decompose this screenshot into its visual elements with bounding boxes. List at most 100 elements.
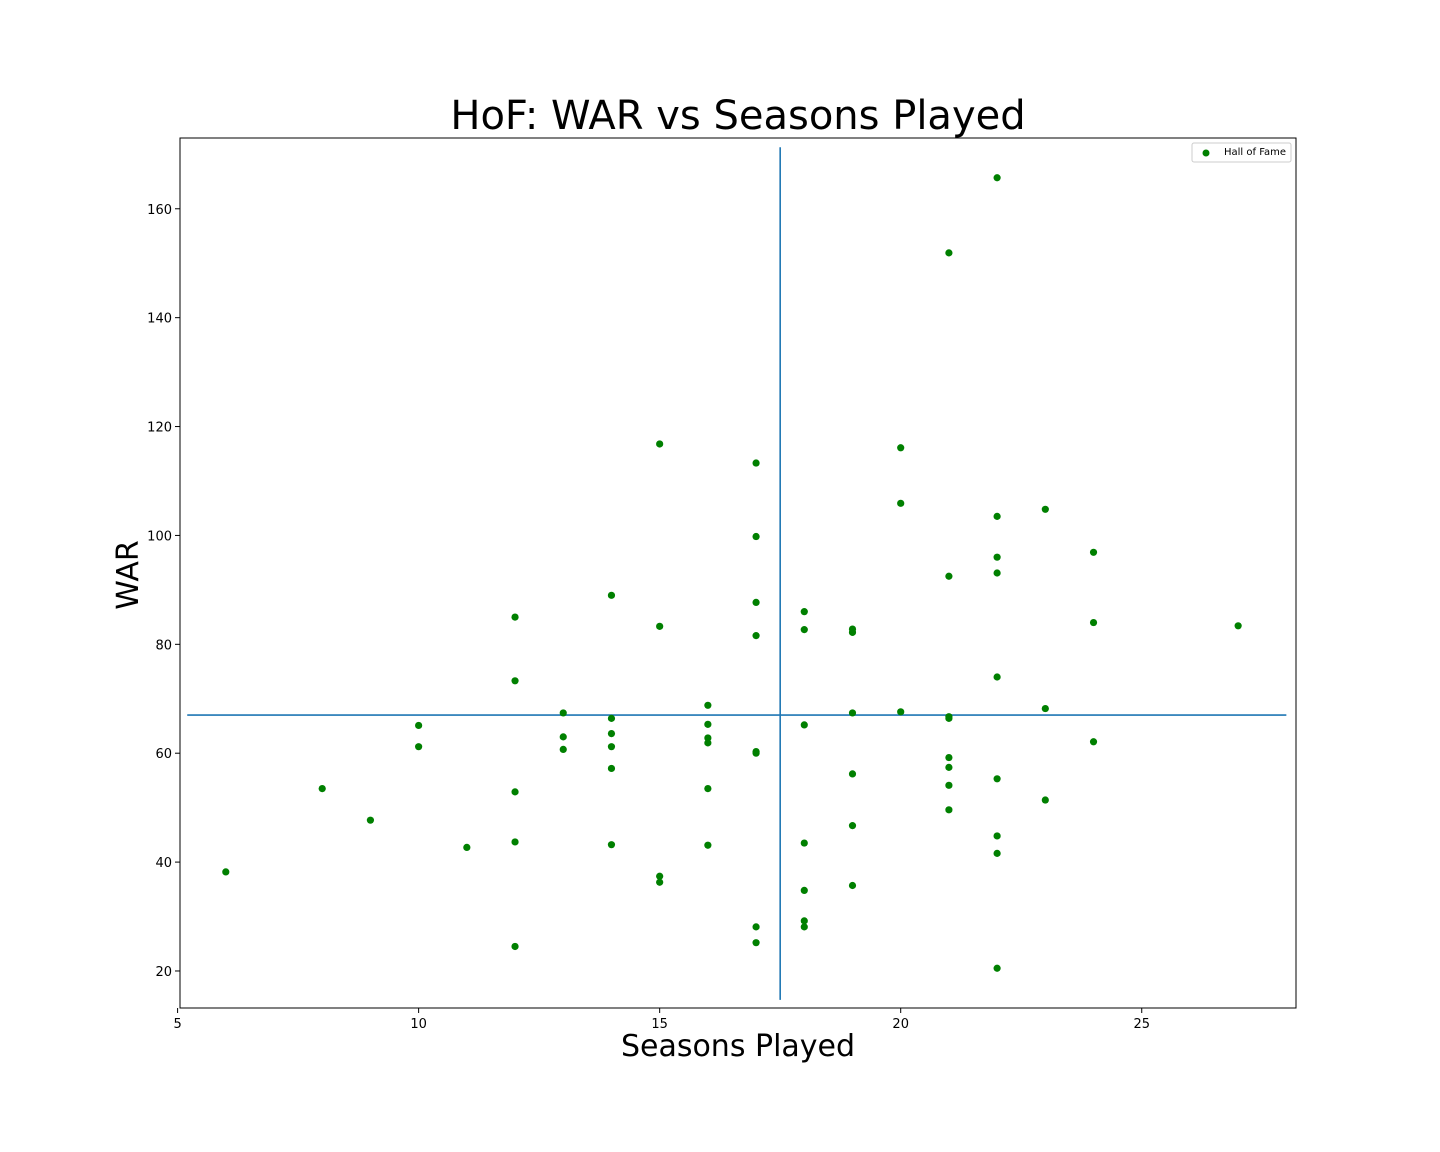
- data-point: [993, 174, 1001, 182]
- data-point: [752, 532, 760, 541]
- data-point: [752, 939, 760, 947]
- data-point: [511, 788, 519, 796]
- data-point: [752, 749, 760, 757]
- data-point: [848, 628, 857, 636]
- data-point: [656, 440, 664, 448]
- data-point: [607, 764, 616, 773]
- data-point: [752, 598, 760, 606]
- y-tick-label: 100: [147, 529, 172, 544]
- data-point: [607, 591, 616, 599]
- data-point: [800, 721, 808, 729]
- data-point: [848, 822, 857, 830]
- x-tick-label: 10: [410, 1017, 427, 1032]
- reference-lines: [187, 147, 1287, 1000]
- data-point: [222, 868, 230, 876]
- x-tick-label: 25: [1133, 1017, 1150, 1032]
- data-point: [993, 553, 1001, 561]
- data-point: [704, 701, 712, 709]
- data-point: [945, 753, 953, 762]
- data-point: [511, 613, 519, 621]
- y-tick-label: 160: [147, 203, 172, 218]
- data-point: [800, 886, 808, 895]
- data-point: [511, 838, 519, 846]
- x-axis-ticks: 5 10 15 20 25: [173, 1008, 1150, 1032]
- data-point: [1041, 796, 1049, 804]
- data-point: [752, 632, 760, 640]
- data-point: [993, 673, 1001, 681]
- data-point: [607, 841, 616, 849]
- data-point: [607, 743, 616, 751]
- data-point: [607, 714, 616, 722]
- data-point: [945, 806, 953, 814]
- y-tick-label: 40: [155, 856, 172, 871]
- data-point: [993, 569, 1001, 577]
- data-point: [897, 444, 905, 452]
- data-point: [415, 721, 423, 730]
- data-point: [656, 878, 664, 886]
- data-point: [656, 872, 664, 880]
- x-axis-title: Seasons Played: [621, 1029, 855, 1064]
- legend-label: Hall of Fame: [1224, 147, 1286, 158]
- data-point: [1041, 505, 1049, 513]
- data-point: [993, 512, 1001, 520]
- data-point: [1041, 704, 1049, 713]
- data-point: [463, 843, 471, 851]
- legend-marker: [1202, 149, 1210, 157]
- data-point: [1089, 548, 1098, 556]
- data-point: [511, 677, 519, 685]
- data-point: [704, 720, 712, 728]
- data-point: [607, 730, 616, 738]
- data-point: [559, 745, 567, 753]
- data-points: [222, 174, 1242, 972]
- data-point: [800, 626, 808, 634]
- data-point: [1234, 622, 1242, 630]
- data-point: [559, 733, 567, 741]
- legend: Hall of Fame: [1191, 142, 1292, 163]
- data-point: [848, 709, 857, 717]
- legend-box: [1191, 142, 1292, 163]
- y-tick-label: 60: [155, 747, 172, 762]
- data-point: [945, 763, 953, 771]
- data-point: [993, 849, 1001, 857]
- data-point: [800, 923, 808, 931]
- data-point: [848, 770, 857, 778]
- data-point: [945, 781, 953, 789]
- data-point: [752, 459, 760, 467]
- data-point: [704, 739, 712, 747]
- y-tick-label: 140: [147, 312, 172, 327]
- y-tick-label: 120: [147, 421, 172, 436]
- x-tick-label: 20: [892, 1017, 909, 1032]
- x-tick-label: 5: [173, 1017, 181, 1032]
- data-point: [945, 572, 953, 580]
- data-point: [945, 249, 953, 257]
- data-point: [415, 743, 423, 751]
- data-point: [559, 709, 567, 717]
- data-point: [897, 708, 905, 716]
- data-point: [848, 881, 857, 890]
- plot-area-frame: [179, 137, 1297, 1009]
- data-point: [945, 714, 953, 722]
- data-point: [318, 784, 326, 793]
- chart-title: HoF: WAR vs Seasons Played: [450, 93, 1025, 139]
- y-tick-label: 20: [155, 965, 172, 980]
- y-tick-label: 80: [155, 638, 172, 653]
- data-point: [993, 964, 1001, 972]
- data-point: [704, 784, 712, 793]
- data-point: [800, 917, 808, 925]
- y-axis-ticks: 20 40 60 80 100 120 140 160: [147, 203, 180, 980]
- data-point: [993, 775, 1001, 783]
- data-point: [704, 841, 712, 849]
- data-point: [511, 942, 519, 951]
- data-point: [1089, 618, 1098, 627]
- data-point: [800, 839, 808, 847]
- data-point: [366, 816, 375, 824]
- data-point: [752, 923, 760, 931]
- data-point: [993, 832, 1001, 840]
- data-point: [656, 622, 664, 630]
- data-point: [800, 608, 808, 616]
- data-point: [897, 499, 905, 507]
- data-point: [1089, 738, 1098, 746]
- y-axis-title: WAR: [111, 540, 146, 609]
- x-tick-label: 15: [651, 1017, 668, 1032]
